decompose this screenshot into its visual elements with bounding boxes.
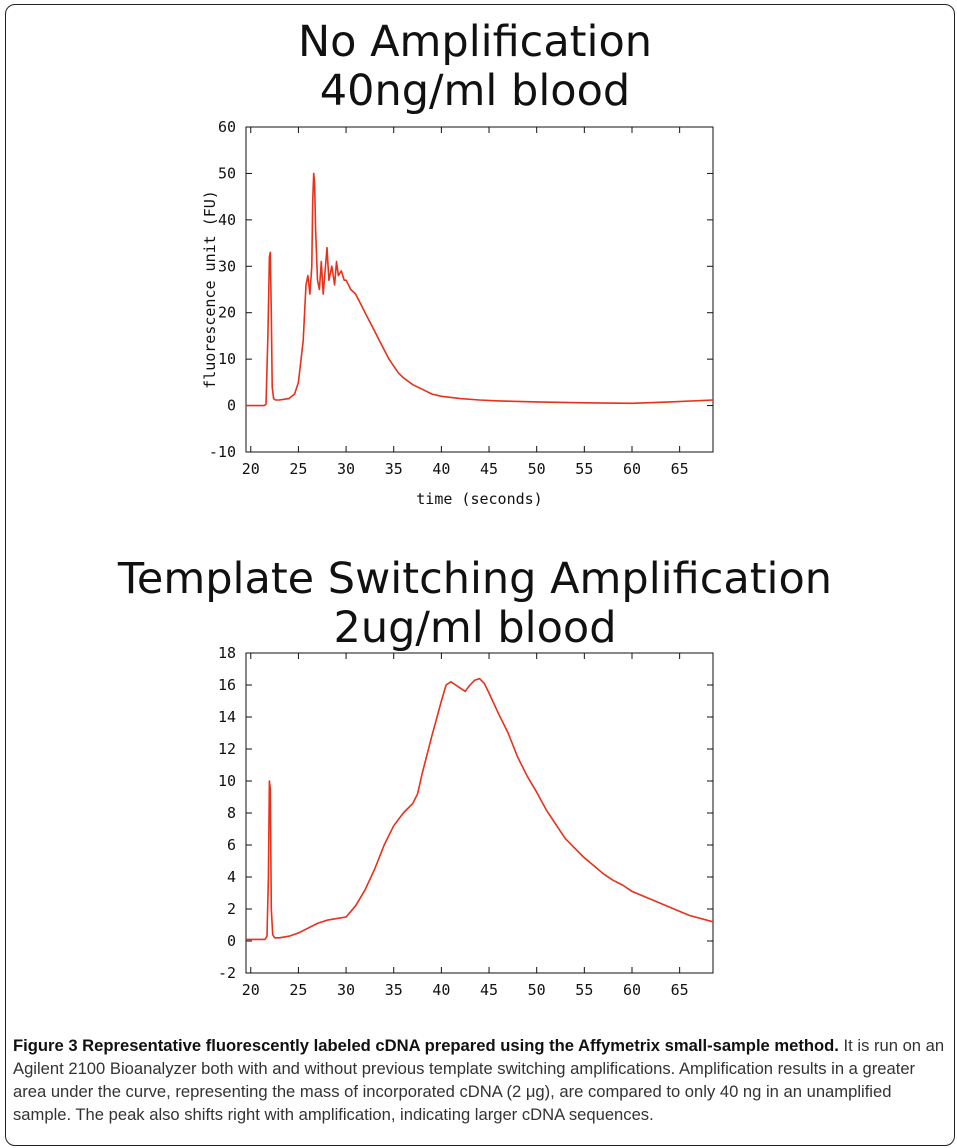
chart2-ytick-label: 12 [218,740,236,758]
chart1-series-line [246,172,714,407]
chart1-title-line2: 40ng/ml blood [319,66,631,116]
chart1-xtick-label: 65 [671,460,689,478]
chart1-ytick-label: 40 [218,211,236,229]
chart2-ytick-label: -2 [218,964,236,982]
chart2-xtick-label: 20 [242,981,260,999]
chart1-xtick-label: 30 [337,460,355,478]
figure-caption: Figure 3 Representative fluorescently la… [13,1034,948,1126]
chart2-xtick-label: 25 [289,981,307,999]
chart2-title-line1: Template Switching Amplification [117,554,833,604]
chart2-ytick-label: 0 [227,932,236,950]
chart2-ytick-label: 14 [218,708,236,726]
chart2-xtick-label: 60 [623,981,641,999]
chart1-ytick-label: -10 [209,443,236,461]
chart1-xtick-label: 35 [385,460,403,478]
chart2-ytick-label: 18 [218,644,236,662]
chart2-title-line2: 2ug/ml blood [333,603,617,653]
chart1-ytick-label: 50 [218,164,236,182]
chart1-xtick-label: 40 [432,460,450,478]
chart1-ytick-label: 20 [218,304,236,322]
chart2-ytick-label: 4 [227,868,236,886]
chart2-series-line [246,677,714,941]
chart1-title-line1: No Amplification [297,17,653,67]
chart2-xtick-label: 30 [337,981,355,999]
chart1-xtick-label: 50 [528,460,546,478]
chart1-xtick-label: 55 [575,460,593,478]
chart1-ytick-label: 10 [218,350,236,368]
chart2-ytick-label: 6 [227,836,236,854]
chart2-ytick-label: 10 [218,772,236,790]
chart1-ytick-label: 30 [218,257,236,275]
chart2-xtick-label: 50 [528,981,546,999]
chart1-xtick-label: 25 [289,460,307,478]
chart1-xtick-label: 20 [242,460,260,478]
chart2-xtick-label: 65 [671,981,689,999]
chart1-xtick-label: 45 [480,460,498,478]
figure-frame [5,4,955,1146]
chart1-ytick-label: 60 [218,118,236,136]
chart1-x-axis-title: time (seconds) [416,490,542,508]
chart2-xtick-label: 35 [385,981,403,999]
chart2-ytick-label: 16 [218,676,236,694]
chart2-xtick-label: 45 [480,981,498,999]
chart1-xtick-label: 60 [623,460,641,478]
chart1-ytick-label: 0 [227,397,236,415]
chart2-xtick-label: 55 [575,981,593,999]
chart2-xtick-label: 40 [432,981,450,999]
chart2-ytick-label: 2 [227,900,236,918]
chart1-y-axis-title: fluorescence unit (FU) [201,190,219,389]
caption-heading: Figure 3 Representative fluorescently la… [13,1036,839,1055]
chart1-plot-frame [245,126,714,453]
chart2-ytick-label: 8 [227,804,236,822]
caption-body: It is run on an Agilent 2100 Bioanalyzer… [13,1036,945,1124]
